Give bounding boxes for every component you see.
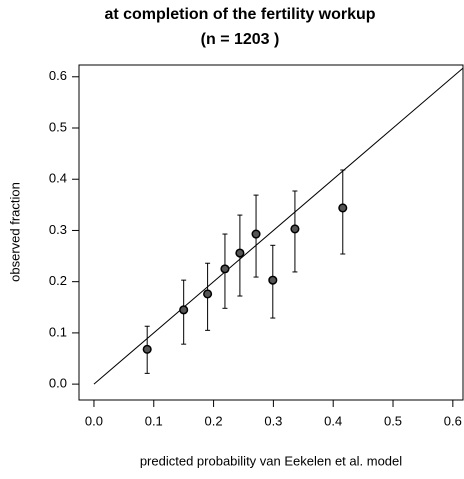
y-tick-label: 0.6 [49, 68, 67, 83]
x-tick-label: 0.3 [264, 413, 282, 428]
y-tick-label: 0.2 [49, 273, 67, 288]
x-tick-label: 0.1 [145, 413, 163, 428]
x-tick-label: 0.4 [324, 413, 342, 428]
point [251, 229, 261, 239]
reference-line [93, 67, 464, 385]
point [235, 248, 245, 258]
y-tick-label: 0.3 [49, 222, 67, 237]
y-tick-label: 0.5 [49, 119, 67, 134]
plot-frame [78, 64, 464, 401]
x-tick-label: 0.5 [384, 413, 402, 428]
point [338, 203, 348, 213]
y-tick-label: 0.4 [49, 171, 67, 186]
y-tick-label: 0.1 [49, 324, 67, 339]
point [179, 305, 189, 315]
x-tick-label: 0.6 [444, 413, 462, 428]
x-tick-label: 0.0 [85, 413, 103, 428]
x-tick-label: 0.2 [205, 413, 223, 428]
point [220, 264, 230, 274]
point [203, 289, 213, 299]
y-tick-label: 0.0 [49, 376, 67, 391]
point [290, 224, 300, 234]
chart-subtitle: (n = 1203 ) [201, 31, 280, 48]
point [142, 344, 152, 354]
chart-title: at completion of the fertility workup [104, 6, 375, 23]
x-axis-label: predicted probability van Eekelen et al.… [140, 453, 402, 468]
point [268, 275, 278, 285]
y-axis-label: observed fraction [7, 182, 22, 282]
